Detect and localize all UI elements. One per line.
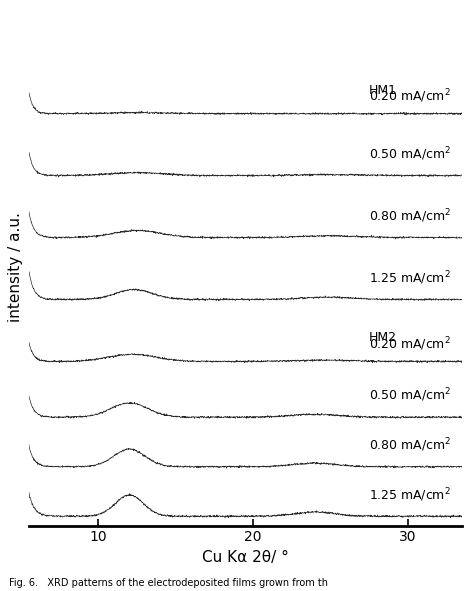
Y-axis label: intensity / a.u.: intensity / a.u. [9, 212, 23, 322]
Text: 0.80 mA/cm$^2$: 0.80 mA/cm$^2$ [369, 207, 451, 225]
X-axis label: Cu Kα 2θ/ °: Cu Kα 2θ/ ° [202, 550, 289, 565]
Text: 1.25 mA/cm$^2$: 1.25 mA/cm$^2$ [369, 269, 451, 287]
Text: HM1: HM1 [369, 84, 397, 97]
Text: 0.50 mA/cm$^2$: 0.50 mA/cm$^2$ [369, 145, 452, 163]
Text: 0.20 mA/cm$^2$: 0.20 mA/cm$^2$ [369, 87, 451, 105]
Text: 0.20 mA/cm$^2$: 0.20 mA/cm$^2$ [369, 335, 451, 353]
Text: 1.25 mA/cm$^2$: 1.25 mA/cm$^2$ [369, 486, 451, 504]
Text: Fig. 6.   XRD patterns of the electrodeposited films grown from th: Fig. 6. XRD patterns of the electrodepos… [9, 578, 328, 588]
Text: HM2: HM2 [369, 332, 397, 345]
Text: 0.80 mA/cm$^2$: 0.80 mA/cm$^2$ [369, 436, 451, 454]
Text: 0.50 mA/cm$^2$: 0.50 mA/cm$^2$ [369, 387, 452, 404]
